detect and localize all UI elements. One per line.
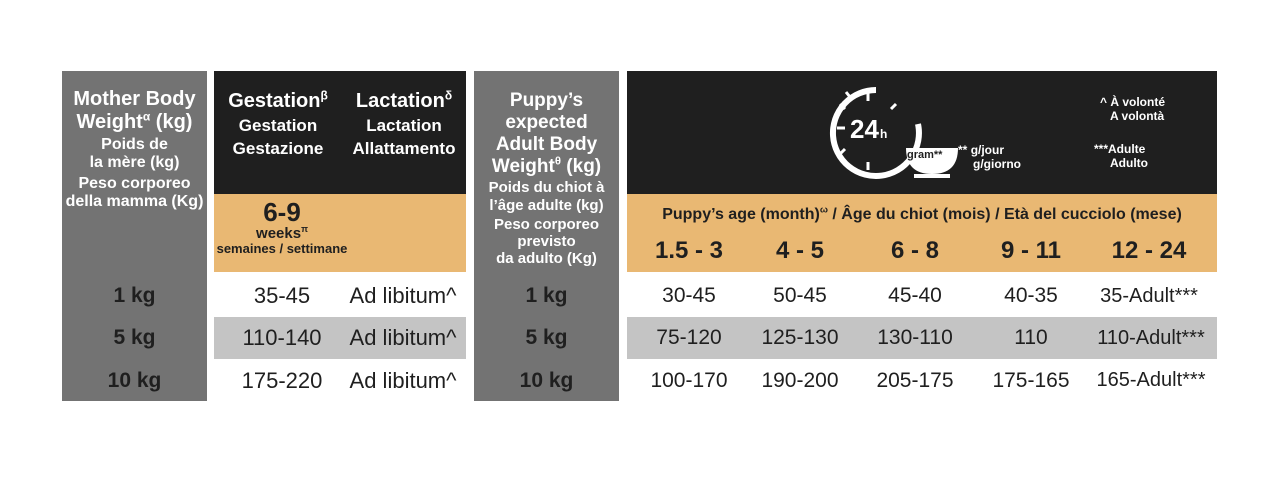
- age-cell-r2-c3: 130-110: [877, 326, 953, 349]
- age-cell-r2-c5: 110-Adult***: [1097, 326, 1205, 349]
- lactation-title-fr: Lactation: [366, 116, 442, 135]
- gest-lact-tan-band: [214, 194, 466, 272]
- lactation-title-sup: δ: [444, 88, 453, 103]
- age-cell-r3-c4: 175-165: [992, 368, 1070, 392]
- mother-title-it: Peso corporeo: [78, 174, 191, 192]
- age-col-3: 6 - 8: [890, 237, 940, 264]
- puppy-title-it: Peso corporeo previsto: [493, 215, 600, 251]
- puppy-title-it2: da adulto (Kg): [496, 250, 597, 268]
- age-title-rest: / Âge du chiot (mois) / Età del cucciolo…: [827, 206, 1182, 223]
- age-cell-r3-c2: 190-200: [761, 368, 839, 392]
- mother-row-2: 5 kg: [113, 326, 156, 349]
- lactation-row-2: Ad libitum^: [349, 325, 457, 350]
- mother-title-en2: Weight: [76, 111, 143, 133]
- mother-row-1: 1 kg: [113, 284, 156, 307]
- age-title: Puppy’s age (month)ω / Âge du chiot (moi…: [627, 204, 1217, 224]
- age-title-en: Puppy’s age (month): [662, 206, 820, 223]
- clock-label: 24: [850, 114, 879, 144]
- gestation-duration-block: 6-9 weeksπ semaines / settimane: [214, 197, 350, 257]
- puppy-title-unit: (kg): [566, 155, 602, 177]
- gestation-title-en: Gestation: [228, 90, 321, 112]
- age-col-1: 1.5 - 3: [654, 237, 724, 264]
- gestation-unit-fr-it: semaines / settimane: [216, 241, 348, 257]
- age-cell-r1-c3: 45-40: [888, 284, 942, 307]
- mother-title-fr2: la mère (kg): [89, 154, 180, 172]
- age-cell-r2-c1: 75-120: [656, 326, 722, 349]
- gestation-title-it: Gestazione: [232, 138, 324, 158]
- age-cell-r3-c3: 205-175: [876, 368, 954, 392]
- mother-row-3: 10 kg: [107, 368, 162, 392]
- bowl-note-stars: **: [958, 143, 968, 157]
- clock-sub-label: h: [880, 127, 887, 141]
- mother-weight-column: [62, 71, 207, 401]
- puppy-weight-header: Puppy’s expected Adult Body Weightθ (kg)…: [474, 90, 619, 268]
- age-tan-band: [627, 194, 1217, 272]
- lactation-row-3: Ad libitum^: [349, 367, 457, 393]
- gestation-unit-sup: π: [301, 224, 308, 235]
- gest-lact-row2-bg: [214, 317, 466, 359]
- gest-lact-header-bg: [214, 71, 466, 194]
- puppy-title-sup: θ: [554, 155, 562, 168]
- puppy-title-en2: Adult Body: [495, 133, 598, 155]
- gestation-title-fr: Gestation: [238, 116, 318, 135]
- gestation-row-3: 175-220: [241, 367, 323, 393]
- puppy-title-en3: Weight: [491, 155, 555, 177]
- age-cell-r2-c2: 125-130: [761, 326, 839, 349]
- gestation-header: Gestationβ Gestation Gestazione: [214, 88, 342, 158]
- legend-volonte: ^ À volonté A volontà: [1100, 95, 1165, 124]
- puppy-weight-row-3: 10 kg: [519, 368, 574, 392]
- gestation-duration: 6-9: [263, 197, 301, 227]
- legend-adult-fr: ***Adulte: [1094, 142, 1146, 156]
- gestation-row-2: 110-140: [242, 325, 322, 350]
- age-cell-r1-c2: 50-45: [773, 284, 827, 307]
- age-col-5: 12 - 24: [1111, 237, 1187, 264]
- bowl-note: ** g/jour g/giorno: [958, 143, 1021, 172]
- age-cell-r1-c5: 35-Adult***: [1100, 284, 1198, 307]
- bowl-note-it: g/giorno: [973, 156, 1021, 171]
- age-title-sup: ω: [819, 204, 828, 216]
- age-cell-r1-c1: 30-45: [662, 284, 716, 307]
- lactation-title-en: Lactation: [355, 90, 445, 112]
- bowl-label: gram**: [907, 149, 943, 161]
- bowl-note-fr: g/jour: [970, 143, 1005, 157]
- age-cell-r3-c1: 100-170: [650, 368, 728, 392]
- mother-weight-header: Mother Body Weightα (kg) Poids de la mèr…: [62, 88, 207, 212]
- age-row2-bg: [627, 317, 1217, 359]
- age-col-2: 4 - 5: [775, 237, 825, 264]
- lactation-row-1: Ad libitum^: [349, 283, 457, 308]
- legend-adult: ***Adulte Adulto: [1094, 142, 1148, 171]
- mother-title-it2: della mamma (Kg): [65, 193, 204, 211]
- clock-24h-icon: 24 h: [830, 87, 958, 179]
- puppy-title-en: Puppy’s expected: [505, 90, 588, 133]
- lactation-title-it: Allattamento: [352, 138, 456, 158]
- gestation-title-sup: β: [320, 88, 328, 103]
- puppy-title-fr: Poids du chiot à: [488, 179, 605, 197]
- gestation-row-1: 35-45: [253, 283, 311, 308]
- puppy-weight-column: [474, 71, 619, 401]
- puppy-title-fr2: l’âge adulte (kg): [489, 196, 604, 214]
- age-cell-r3-c5: 165-Adult***: [1096, 369, 1206, 391]
- puppy-weight-row-2: 5 kg: [525, 326, 568, 349]
- gestation-unit-en: weeks: [256, 225, 302, 243]
- lactation-header: Lactationδ Lactation Allattamento: [342, 88, 466, 158]
- mother-title-fr: Poids de: [101, 136, 168, 153]
- age-cell-r2-c4: 110: [1014, 326, 1048, 349]
- puppy-weight-row-1: 1 kg: [525, 284, 568, 307]
- mother-title-unit: (kg): [155, 111, 193, 133]
- age-cell-r1-c4: 40-35: [1004, 284, 1058, 307]
- age-col-4: 9 - 11: [1000, 237, 1062, 264]
- legend-volonte-it: A volontà: [1110, 109, 1165, 124]
- mother-title-sup: α: [142, 109, 151, 124]
- legend-adult-it: Adulto: [1110, 156, 1148, 171]
- legend-volonte-fr: ^ À volonté: [1100, 95, 1166, 109]
- mother-title-en: Mother Body: [73, 88, 196, 110]
